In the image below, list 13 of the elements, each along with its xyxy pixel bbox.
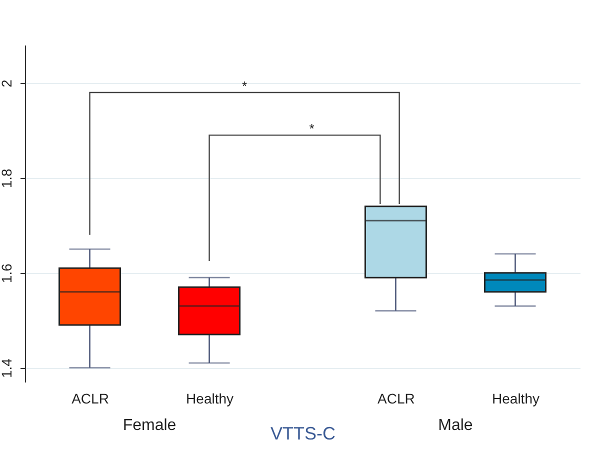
x-tick-label: Healthy [186, 390, 234, 406]
annotation: * [309, 121, 314, 136]
y-tick-label: 1.8 [0, 168, 14, 188]
x-tick-label: Healthy [492, 390, 540, 406]
y-tick-label: 2 [0, 79, 14, 88]
y-tick-label: 1.6 [0, 263, 14, 284]
x-tick-label: ACLR [72, 390, 109, 406]
x-tick-label: ACLR [378, 390, 415, 406]
text: Female [122, 417, 176, 434]
text: Male [438, 417, 473, 434]
y-tick-label: 1.4 [0, 358, 14, 378]
x-axis-title: VTTS-C [270, 424, 336, 444]
annotation: * [242, 78, 248, 94]
